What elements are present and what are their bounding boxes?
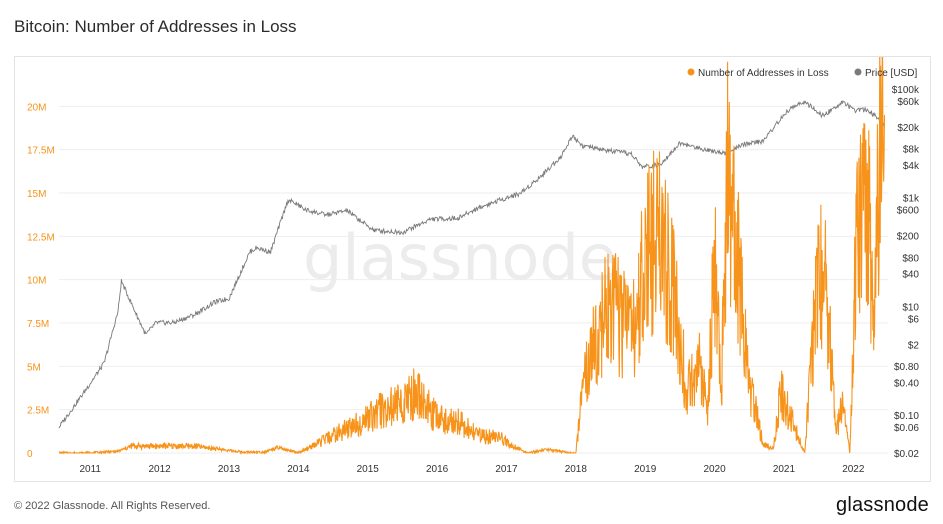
left-tick-label: 2.5M bbox=[27, 406, 49, 417]
right-tick-label: $8k bbox=[903, 145, 920, 156]
x-tick-label: 2011 bbox=[79, 464, 101, 475]
right-tick-label: $60k bbox=[897, 97, 920, 108]
x-tick-label: 2022 bbox=[842, 464, 865, 475]
right-tick-label: $20k bbox=[897, 123, 920, 134]
legend-label-loss: Number of Addresses in Loss bbox=[698, 68, 829, 79]
x-tick-label: 2019 bbox=[634, 464, 657, 475]
right-tick-label: $6 bbox=[908, 314, 920, 325]
loss-series-line bbox=[58, 57, 886, 455]
right-tick-label: $200 bbox=[897, 232, 920, 243]
right-tick-label: $0.02 bbox=[894, 449, 919, 460]
left-tick-label: 17.5M bbox=[27, 146, 55, 157]
right-tick-label: $600 bbox=[897, 206, 920, 217]
left-tick-label: 15M bbox=[27, 189, 46, 200]
x-tick-label: 2021 bbox=[773, 464, 796, 475]
x-axis-ticks: 2011 2012 2013 2014 2015 2016 2017 2018 2019 2020… bbox=[79, 464, 864, 475]
right-tick-label: $0.06 bbox=[894, 423, 919, 434]
left-tick-label: 10M bbox=[27, 276, 46, 287]
legend-marker-price bbox=[854, 68, 862, 76]
left-tick-label: 20M bbox=[27, 102, 46, 113]
left-tick-label: 5M bbox=[27, 362, 41, 373]
left-tick-label: 7.5M bbox=[27, 319, 49, 330]
chart-legend[interactable]: Number of Addresses in Loss Price [USD] bbox=[687, 68, 918, 79]
chart-svg: glassnode 0 2.5M 5M 7.5M 10M 12.5M 15M 17.5M 20M… bbox=[27, 57, 920, 475]
right-tick-label: $2 bbox=[908, 340, 920, 351]
left-axis-ticks: 0 2.5M 5M 7.5M 10M 12.5M 15M 17.5M 20M bbox=[27, 102, 55, 460]
chart-card: glassnode 0 2.5M 5M 7.5M 10M 12.5M 15M 17.5M 20M… bbox=[14, 56, 931, 482]
right-axis-ticks: $0.02 $0.06$0.10 $0.40 $0.80 $2 $6$10 $40 $80 $2… bbox=[892, 85, 920, 460]
left-tick-label: 12.5M bbox=[27, 232, 55, 243]
x-tick-label: 2015 bbox=[357, 464, 380, 475]
x-tick-label: 2012 bbox=[148, 464, 171, 475]
right-tick-label: $4k bbox=[903, 161, 920, 172]
right-tick-label: $0.10 bbox=[894, 411, 919, 422]
legend-marker-loss bbox=[687, 68, 695, 76]
x-tick-label: 2016 bbox=[426, 464, 449, 475]
x-tick-label: 2014 bbox=[287, 464, 310, 475]
price-series-line bbox=[58, 99, 885, 429]
left-tick-label: 0 bbox=[27, 449, 33, 460]
chart-grid bbox=[59, 105, 888, 454]
x-tick-label: 2013 bbox=[218, 464, 241, 475]
footer-logo[interactable]: glassnode bbox=[836, 494, 929, 516]
right-tick-label: $100k bbox=[892, 85, 920, 96]
right-tick-label: $1k bbox=[903, 194, 920, 205]
x-tick-label: 2018 bbox=[565, 464, 588, 475]
page-title: Bitcoin: Number of Addresses in Loss bbox=[14, 17, 297, 36]
price-series-layer bbox=[58, 99, 885, 429]
right-tick-label: $80 bbox=[902, 253, 919, 264]
legend-label-price: Price [USD] bbox=[865, 68, 917, 79]
loss-series-layer bbox=[58, 57, 886, 455]
chart-watermark: glassnode bbox=[303, 221, 617, 294]
right-tick-label: $40 bbox=[902, 270, 919, 281]
footer-copyright: © 2022 Glassnode. All Rights Reserved. bbox=[14, 500, 211, 512]
x-tick-label: 2017 bbox=[495, 464, 518, 475]
x-tick-label: 2020 bbox=[703, 464, 726, 475]
right-tick-label: $10 bbox=[902, 302, 919, 313]
right-tick-label: $0.80 bbox=[894, 362, 919, 373]
right-tick-label: $0.40 bbox=[894, 378, 919, 389]
